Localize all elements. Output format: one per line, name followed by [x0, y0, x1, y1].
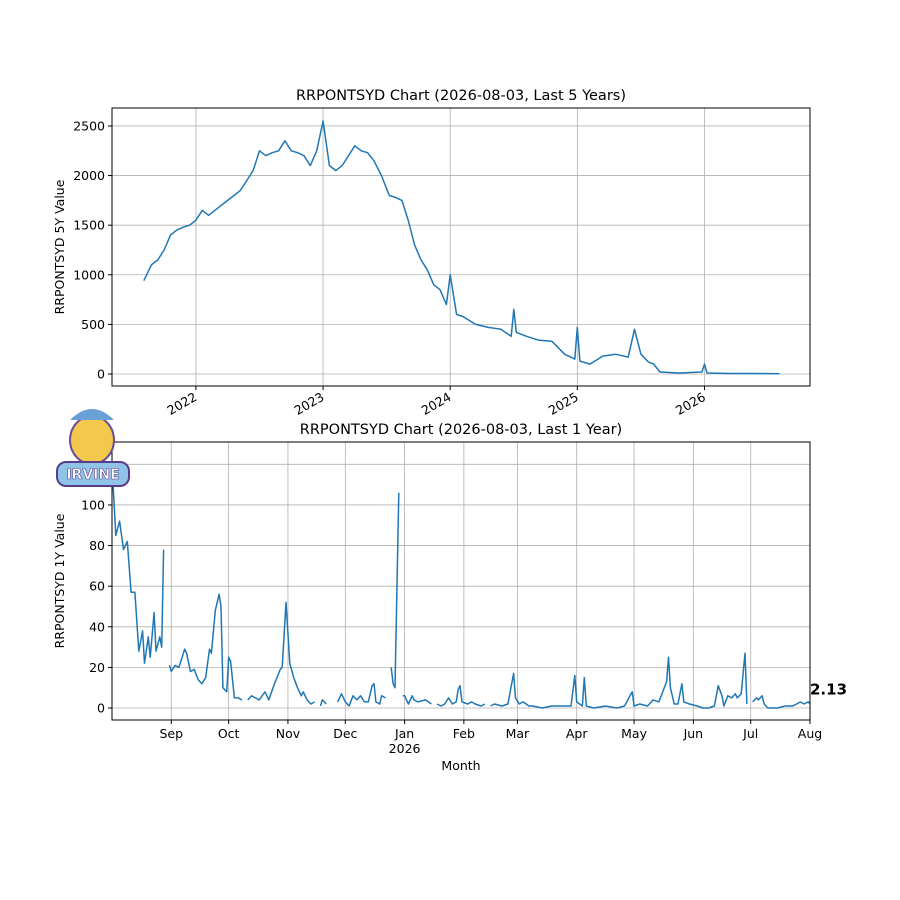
x-tick-label: Feb: [453, 726, 475, 741]
logo-face: [69, 415, 115, 465]
x-tick-label: Aug: [798, 726, 822, 741]
y-tick-label: 80: [89, 538, 105, 553]
x-tick-label: Jan 2026: [389, 726, 421, 756]
y-tick-label: 40: [89, 619, 105, 634]
x-tick-label: 2022: [164, 389, 199, 418]
x-tick-label: 2026: [673, 389, 708, 418]
x-tick-label: May: [621, 726, 647, 741]
x-tick-label: Nov: [276, 726, 301, 741]
logo: IRVINE: [56, 409, 130, 487]
y-tick-label: 0: [97, 366, 105, 381]
x-tick-label: Apr: [566, 726, 588, 741]
chart-title: RRPONTSYD Chart (2026-08-03, Last 1 Year…: [300, 422, 622, 438]
chart-title: RRPONTSYD Chart (2026-08-03, Last 5 Year…: [296, 88, 626, 104]
y-tick-label: 1500: [73, 218, 105, 233]
x-tick-label: Jun: [683, 726, 704, 741]
x-tick-label: Sep: [160, 726, 184, 741]
x-axis-label: Month: [441, 758, 480, 773]
axes-frame: [111, 107, 811, 387]
axes-frame: [111, 441, 811, 721]
x-tick-label: Oct: [218, 726, 240, 741]
y-tick-label: 100: [81, 497, 105, 512]
annotation: 2.13: [810, 681, 847, 699]
logo-text: IRVINE: [66, 467, 119, 483]
data-line: [111, 464, 811, 709]
y-tick-label: 20: [89, 660, 105, 675]
x-tick-label: 2023: [292, 389, 327, 418]
x-tick-label: Mar: [506, 726, 530, 741]
y-axis-label: RRPONTSYD 1Y Value: [52, 513, 67, 648]
y-axis-label: RRPONTSYD 5Y Value: [52, 179, 67, 314]
logo-hat: [70, 409, 114, 420]
y-tick-label: 2500: [73, 118, 105, 133]
y-tick-label: 2000: [73, 168, 105, 183]
x-tick-label: 2024: [419, 389, 454, 418]
y-tick-label: 1000: [73, 267, 105, 282]
data-line: [143, 120, 780, 375]
y-tick-label: 500: [81, 317, 105, 332]
x-tick-label: 2025: [546, 389, 581, 418]
y-tick-label: 60: [89, 579, 105, 594]
logo-banner: [56, 461, 130, 487]
x-tick-label: Jul: [742, 726, 758, 741]
x-tick-label: Dec: [333, 726, 357, 741]
y-tick-label: 0: [97, 701, 105, 716]
